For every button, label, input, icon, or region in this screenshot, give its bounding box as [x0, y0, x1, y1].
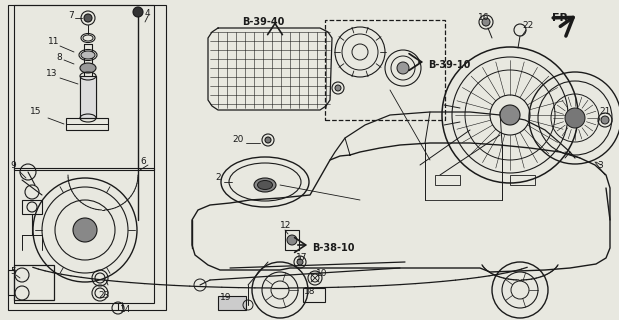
Text: 17: 17	[296, 253, 308, 262]
Circle shape	[73, 218, 97, 242]
Text: 22: 22	[522, 21, 533, 30]
Bar	[80, 76, 96, 118]
Ellipse shape	[80, 63, 96, 73]
Circle shape	[482, 18, 490, 26]
Text: 12: 12	[280, 221, 292, 230]
Text: B-39-10: B-39-10	[428, 60, 470, 70]
Text: FR.: FR.	[552, 13, 573, 23]
Circle shape	[297, 259, 303, 265]
Text: 15: 15	[30, 108, 41, 116]
Bar	[510, 175, 535, 185]
Circle shape	[265, 137, 271, 143]
Text: 20: 20	[232, 135, 243, 145]
Bar	[14, 5, 154, 170]
Bar	[66, 118, 108, 130]
Text: 14: 14	[120, 306, 131, 315]
Text: 16: 16	[478, 13, 490, 22]
Text: 13: 13	[46, 69, 58, 78]
Circle shape	[335, 85, 341, 91]
Text: 18: 18	[304, 287, 316, 297]
Text: 10: 10	[316, 269, 327, 278]
Bar	[14, 168, 154, 303]
Ellipse shape	[81, 51, 95, 59]
Text: 2: 2	[215, 173, 220, 182]
Bar	[303, 288, 325, 302]
Bar	[325, 20, 445, 120]
Bar	[218, 296, 246, 310]
Text: 23: 23	[98, 291, 110, 300]
Bar	[8, 5, 166, 310]
Text: 6: 6	[140, 157, 145, 166]
Circle shape	[397, 62, 409, 74]
Bar	[435, 175, 460, 185]
Bar	[285, 230, 299, 250]
Text: 7: 7	[68, 12, 74, 20]
Ellipse shape	[254, 178, 276, 192]
Text: 21: 21	[599, 108, 610, 116]
Circle shape	[133, 7, 143, 17]
Text: 4: 4	[145, 10, 150, 19]
Bar	[14, 265, 54, 300]
Bar	[22, 200, 42, 214]
Text: 19: 19	[220, 293, 232, 302]
Circle shape	[84, 14, 92, 22]
Text: 3: 3	[597, 161, 603, 170]
Text: B-39-40: B-39-40	[242, 17, 284, 27]
Circle shape	[565, 108, 585, 128]
Text: 11: 11	[48, 37, 59, 46]
Ellipse shape	[258, 180, 272, 189]
Circle shape	[500, 105, 520, 125]
Text: 9: 9	[10, 161, 15, 170]
Circle shape	[287, 235, 297, 245]
Circle shape	[601, 116, 609, 124]
Text: 5: 5	[10, 268, 15, 276]
Text: B-38-10: B-38-10	[312, 243, 355, 253]
Text: 8: 8	[56, 53, 62, 62]
